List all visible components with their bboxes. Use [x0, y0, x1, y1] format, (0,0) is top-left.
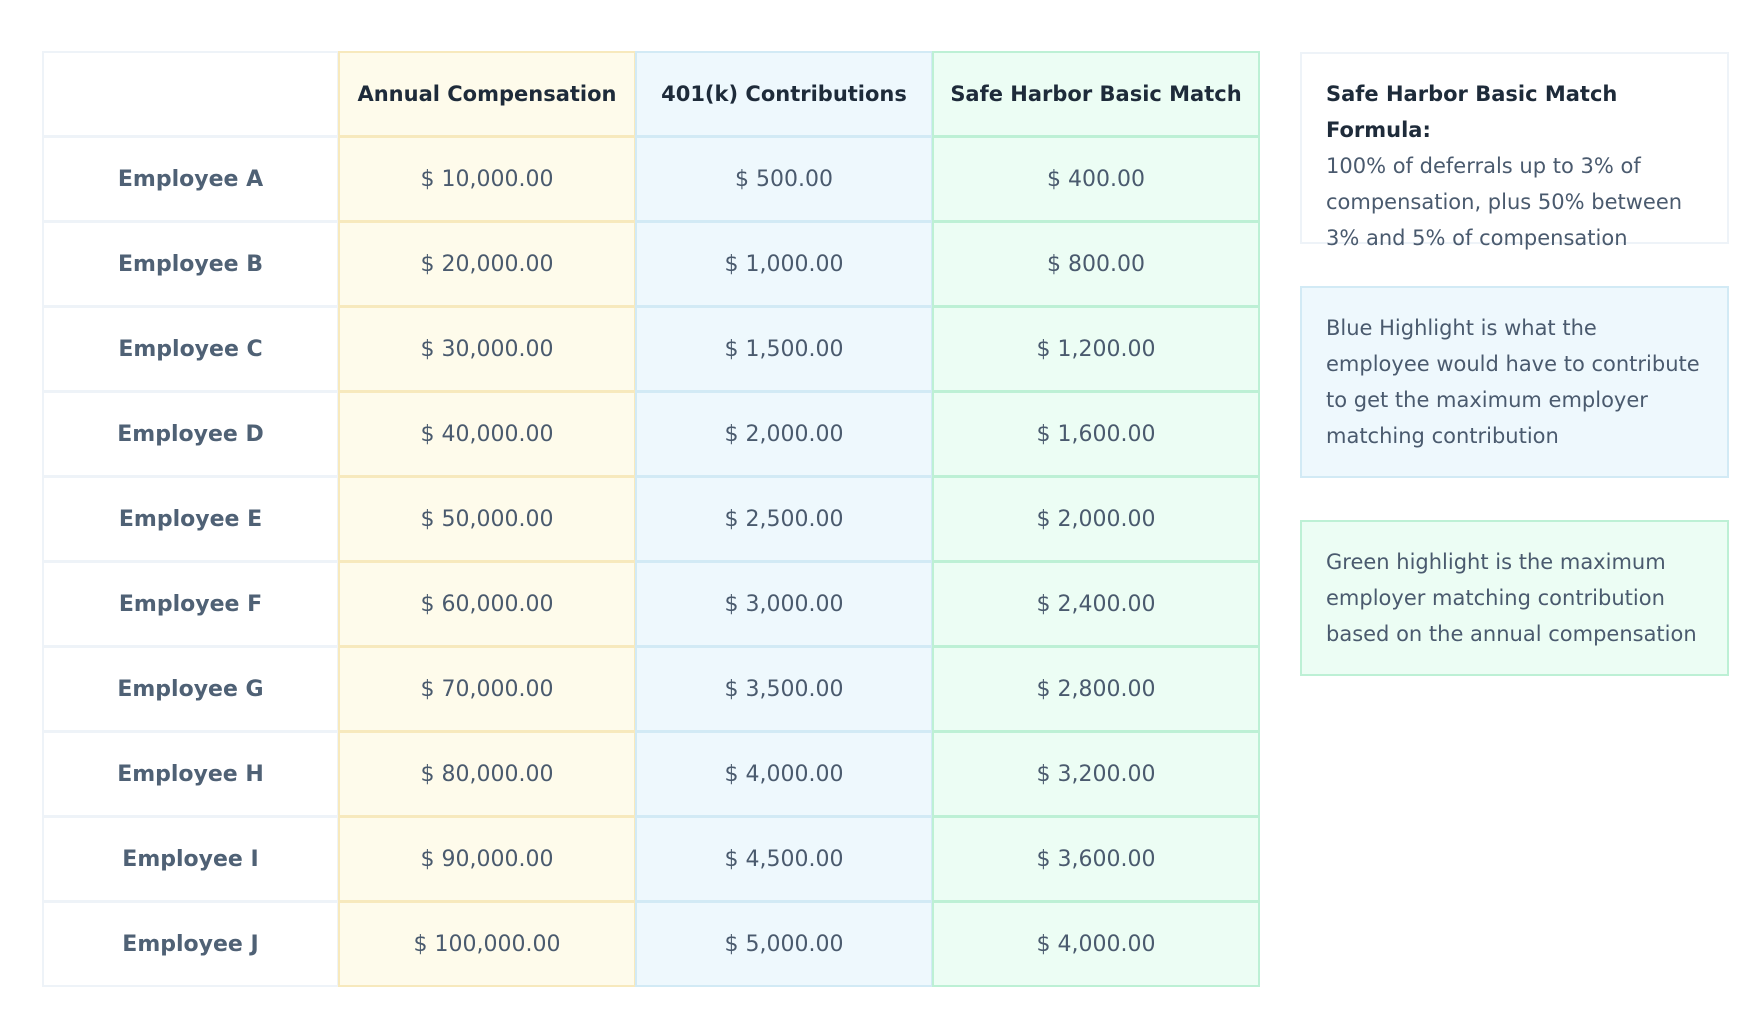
- row-header: Employee D: [42, 391, 339, 477]
- row-header: Employee I: [42, 816, 339, 902]
- note-text: 100% of deferrals up to 3% of compensati…: [1326, 154, 1683, 250]
- note-title: Safe Harbor Basic Match Formula:: [1326, 82, 1618, 142]
- table-cell: $ 500.00: [635, 136, 933, 222]
- table-cell: $ 3,600.00: [932, 816, 1260, 902]
- table-cell: $ 3,000.00: [635, 561, 933, 647]
- table-cell: $ 50,000.00: [338, 476, 636, 562]
- table-cell: $ 4,500.00: [635, 816, 933, 902]
- row-header: Employee B: [42, 221, 339, 307]
- table-cell: $ 90,000.00: [338, 816, 636, 902]
- table-cell: $ 10,000.00: [338, 136, 636, 222]
- table-cell: $ 30,000.00: [338, 306, 636, 392]
- table-cell: $ 400.00: [932, 136, 1260, 222]
- row-header: Employee J: [42, 901, 339, 987]
- row-header: Employee F: [42, 561, 339, 647]
- row-header: Employee E: [42, 476, 339, 562]
- table-cell: $ 3,200.00: [932, 731, 1260, 817]
- row-header: Employee G: [42, 646, 339, 732]
- table-cell: $ 70,000.00: [338, 646, 636, 732]
- table-cell: $ 5,000.00: [635, 901, 933, 987]
- table-cell: $ 2,800.00: [932, 646, 1260, 732]
- table-cell: $ 2,500.00: [635, 476, 933, 562]
- table-cell: $ 800.00: [932, 221, 1260, 307]
- row-header: Employee H: [42, 731, 339, 817]
- table-cell: $ 1,200.00: [932, 306, 1260, 392]
- column-header: Annual Compensation: [338, 51, 636, 137]
- table-cell: $ 60,000.00: [338, 561, 636, 647]
- table-cell: $ 20,000.00: [338, 221, 636, 307]
- table-cell: $ 3,500.00: [635, 646, 933, 732]
- formula-note: Safe Harbor Basic Match Formula: 100% of…: [1300, 52, 1729, 250]
- table-cell: $ 2,400.00: [932, 561, 1260, 647]
- row-header: Employee A: [42, 136, 339, 222]
- table-cell: $ 4,000.00: [635, 731, 933, 817]
- table-cell: $ 1,600.00: [932, 391, 1260, 477]
- column-header: 401(k) Contributions: [635, 51, 933, 137]
- column-header: Safe Harbor Basic Match: [932, 51, 1260, 137]
- corner-cell: [42, 51, 339, 137]
- table-cell: $ 100,000.00: [338, 901, 636, 987]
- row-header: Employee C: [42, 306, 339, 392]
- blue-note: Blue Highlight is what the employee woul…: [1300, 286, 1729, 478]
- table-cell: $ 2,000.00: [635, 391, 933, 477]
- green-note: Green highlight is the maximum employer …: [1300, 520, 1729, 676]
- table-cell: $ 1,500.00: [635, 306, 933, 392]
- table-cell: $ 80,000.00: [338, 731, 636, 817]
- table-cell: $ 1,000.00: [635, 221, 933, 307]
- note-text: Green highlight is the maximum employer …: [1326, 550, 1697, 646]
- note-text: Blue Highlight is what the employee woul…: [1326, 316, 1700, 448]
- table-cell: $ 40,000.00: [338, 391, 636, 477]
- table-cell: $ 4,000.00: [932, 901, 1260, 987]
- table: Annual Compensation 401(k) Contributions S…: [42, 51, 1260, 987]
- table-cell: $ 2,000.00: [932, 476, 1260, 562]
